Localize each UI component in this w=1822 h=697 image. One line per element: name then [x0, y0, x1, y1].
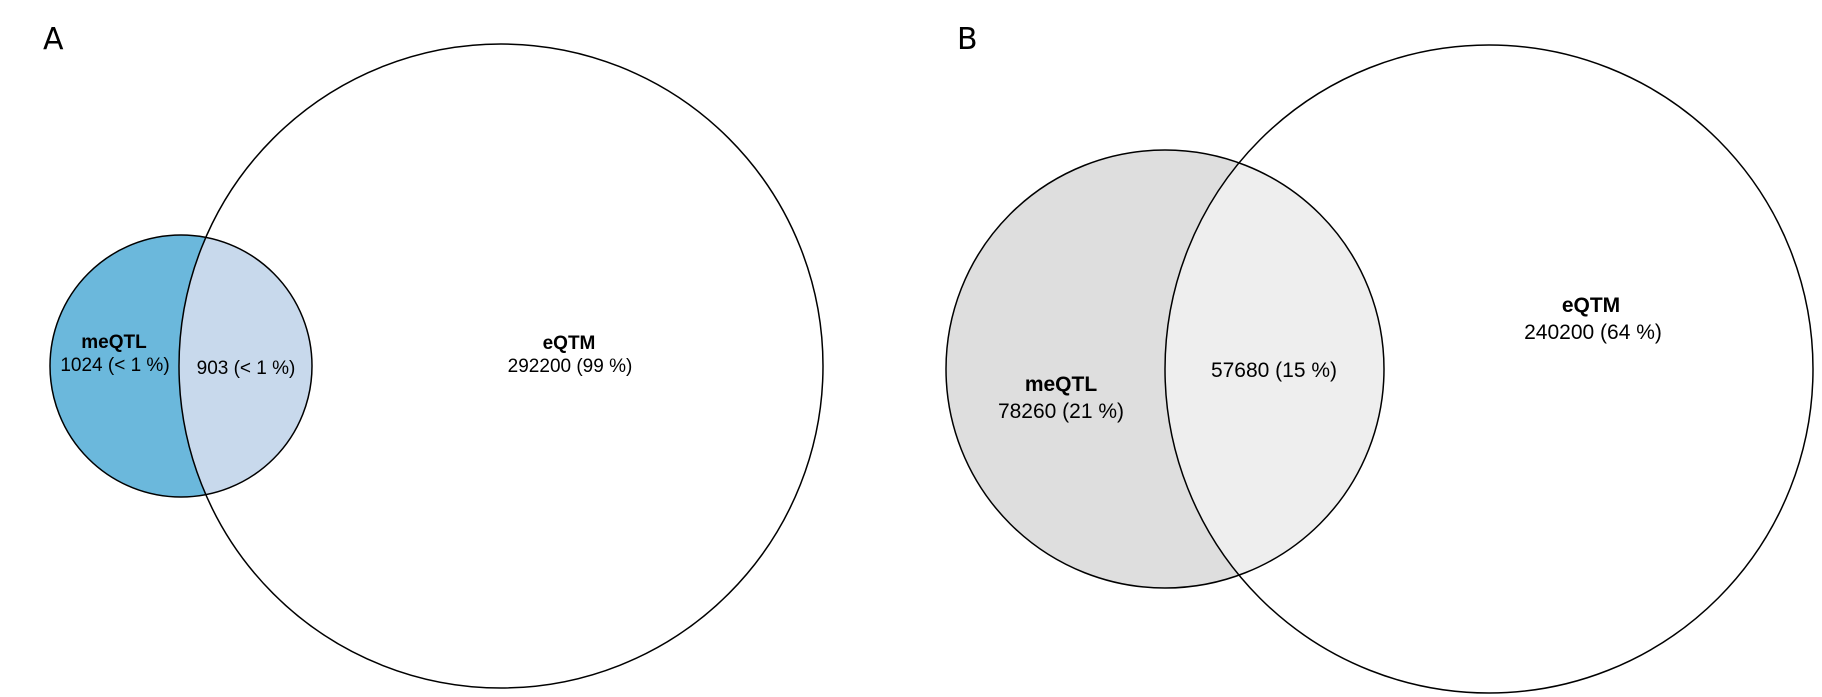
panel-a-overlap-region: [179, 235, 312, 497]
panel-b-meqtl-circle: [945, 149, 1385, 589]
panel-b: B meQTL 78260 (21 %) 57680 (15 %) eQTM 2…: [945, 22, 1814, 694]
panel-a-eqtm-name: eQTM: [543, 333, 596, 354]
panel-b-overlap-count: 57680 (15 %): [1211, 359, 1337, 382]
panel-b-eqtm-region: [1165, 45, 1813, 693]
panel-a-meqtl-circle: [49, 234, 313, 498]
panel-b-meqtl-count: 78260 (21 %): [998, 400, 1124, 423]
panel-b-eqtm-count: 240200 (64 %): [1524, 321, 1662, 344]
panel-b-meqtl-name: meQTL: [1025, 373, 1098, 396]
panel-a-overlap-count: 903 (< 1 %): [197, 358, 296, 379]
panel-a-eqtm-circle: [178, 43, 824, 689]
panel-b-eqtm-name: eQTM: [1562, 294, 1620, 317]
panel-a-eqtm-count: 292200 (99 %): [508, 356, 633, 377]
panel-b-overlap-region: [1165, 150, 1384, 588]
panel-b-eqtm-circle: [1164, 44, 1814, 694]
panel-a-label: A: [43, 22, 64, 57]
panel-a-meqtl-name: meQTL: [81, 332, 147, 353]
panel-a-meqtl-count: 1024 (< 1 %): [60, 355, 169, 376]
panel-b-label: B: [957, 22, 978, 57]
panel-a-eqtm-region: [179, 44, 823, 688]
panel-a: A meQTL 1024 (< 1 %) 903 (< 1 %) eQTM 29…: [43, 22, 824, 689]
